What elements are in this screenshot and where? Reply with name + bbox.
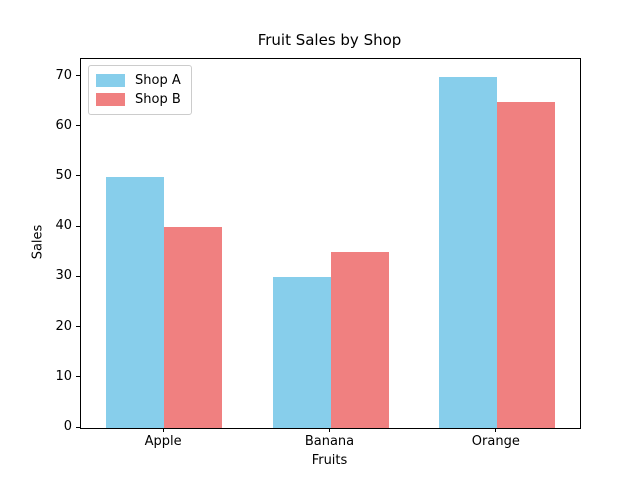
- y-tick-label: 50: [55, 167, 72, 183]
- legend-item-shop-b: Shop B: [96, 90, 181, 109]
- y-tick-mark: [76, 376, 80, 378]
- x-tick-label: Banana: [304, 434, 355, 449]
- y-tick-mark: [76, 326, 80, 328]
- y-tick-label: 30: [55, 268, 72, 284]
- bar-shop-a-banana: [272, 277, 331, 428]
- y-tick-label: 70: [55, 67, 72, 83]
- y-tick-mark: [76, 75, 80, 77]
- plot-area: Shop A Shop B: [80, 58, 581, 429]
- legend: Shop A Shop B: [88, 65, 192, 115]
- bar-shop-b-banana: [330, 252, 389, 428]
- y-tick-label: 10: [55, 368, 72, 384]
- legend-swatch-shop-b: [96, 93, 125, 106]
- y-tick-label: 40: [55, 218, 72, 234]
- y-tick-mark: [76, 426, 80, 428]
- legend-label-shop-a: Shop A: [135, 73, 181, 88]
- y-tick-mark: [76, 225, 80, 227]
- x-tick-label: Orange: [471, 434, 520, 449]
- bar-shop-b-apple: [164, 227, 223, 428]
- bar-shop-a-orange: [438, 76, 497, 428]
- y-tick-mark: [76, 175, 80, 177]
- legend-item-shop-a: Shop A: [96, 71, 181, 90]
- y-tick-mark: [76, 275, 80, 277]
- x-tick-mark: [329, 428, 330, 432]
- bar-shop-a-apple: [106, 176, 165, 428]
- x-tick-mark: [162, 428, 164, 432]
- x-axis-label: Fruits: [311, 453, 348, 468]
- y-tick-mark: [76, 125, 80, 127]
- x-tick-label: Apple: [144, 434, 182, 449]
- legend-label-shop-b: Shop B: [135, 92, 181, 107]
- bar-shop-b-orange: [496, 101, 555, 428]
- legend-swatch-shop-a: [96, 74, 125, 87]
- chart-title: Fruit Sales by Shop: [257, 31, 402, 49]
- x-tick-mark: [495, 428, 497, 432]
- y-tick-label: 0: [63, 419, 72, 434]
- y-tick-label: 20: [55, 318, 72, 334]
- y-tick-label: 60: [55, 117, 72, 133]
